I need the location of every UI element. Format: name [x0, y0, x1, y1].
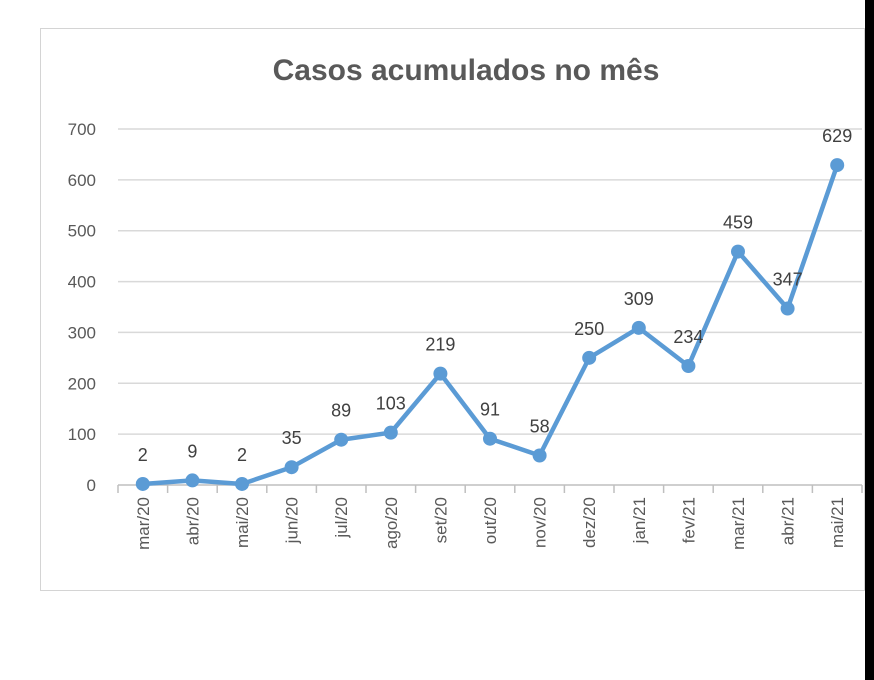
- x-tick-label: ago/20: [382, 497, 401, 549]
- data-point: [681, 358, 696, 373]
- x-tick-label: mar/21: [729, 497, 748, 550]
- y-tick-label: 0: [87, 476, 96, 495]
- data-point: [334, 432, 349, 447]
- x-tick-label: jul/20: [332, 497, 351, 539]
- x-tick-label: mai/20: [233, 497, 252, 548]
- y-tick-label: 200: [68, 374, 96, 393]
- data-label: 91: [480, 400, 500, 420]
- data-point: [780, 301, 795, 316]
- data-point: [483, 431, 497, 446]
- data-label: 459: [723, 213, 753, 233]
- x-tick-label: set/20: [431, 497, 450, 543]
- data-label: 629: [822, 126, 852, 146]
- data-label: 219: [425, 335, 455, 355]
- data-label: 103: [376, 394, 406, 414]
- chart-title: Casos acumulados no mês: [272, 54, 660, 87]
- x-tick-label: abr/21: [779, 497, 798, 545]
- data-point: [185, 473, 200, 488]
- data-point: [284, 460, 299, 475]
- x-tick-label: jan/21: [630, 497, 649, 544]
- x-tick-label: nov/20: [531, 497, 550, 548]
- data-label: 234: [673, 327, 703, 347]
- x-tick-label: mai/21: [828, 497, 847, 548]
- data-point: [433, 366, 448, 381]
- y-tick-label: 400: [68, 273, 96, 292]
- data-point: [383, 425, 398, 440]
- data-label: 89: [331, 401, 351, 421]
- y-tick-label: 500: [68, 222, 96, 241]
- data-label: 35: [282, 428, 302, 448]
- data-label: 9: [187, 441, 197, 461]
- y-tick-label: 700: [68, 120, 96, 139]
- data-label: 2: [237, 445, 247, 465]
- data-point: [830, 158, 845, 173]
- data-label: 309: [624, 289, 654, 309]
- data-point: [582, 350, 597, 365]
- x-tick-label: abr/20: [183, 497, 202, 545]
- x-tick-label: fev/21: [679, 497, 698, 543]
- x-tick-label: mar/20: [134, 497, 153, 550]
- data-point: [235, 476, 249, 491]
- x-tick-label: out/20: [481, 497, 500, 544]
- y-tick-label: 100: [68, 425, 96, 444]
- chart-frame: [40, 28, 865, 591]
- data-label: 347: [773, 270, 803, 290]
- data-label: 2: [138, 445, 148, 465]
- y-tick-label: 600: [68, 171, 96, 190]
- window-edge: [865, 0, 874, 680]
- data-label: 58: [530, 417, 550, 437]
- data-point: [631, 320, 646, 335]
- y-tick-label: 300: [68, 323, 96, 342]
- x-tick-label: jun/20: [283, 497, 302, 544]
- data-point: [731, 244, 745, 259]
- data-label: 250: [574, 319, 604, 339]
- data-point: [532, 448, 547, 463]
- data-point: [135, 476, 150, 491]
- x-tick-label: dez/20: [580, 497, 599, 548]
